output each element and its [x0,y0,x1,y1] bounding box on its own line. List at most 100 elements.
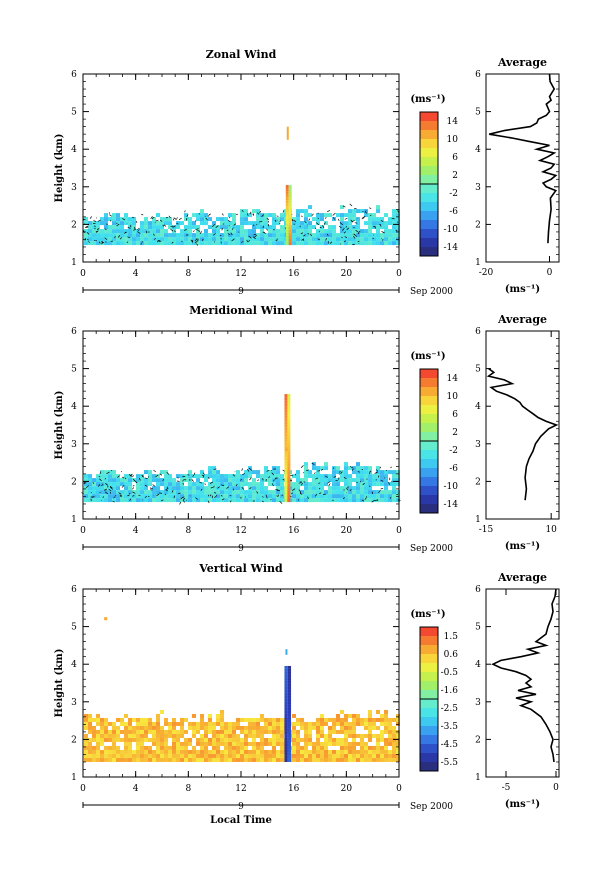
colorbar-segment [420,699,438,709]
colorbar-tick-label: -10 [444,482,459,492]
average-y-tick-label: 1 [475,773,481,783]
colorbar-segment [420,238,438,248]
average-y-tick-label: 1 [475,258,481,268]
colorbar-segment [420,175,438,185]
average-y-tick-label: 3 [475,440,481,450]
colorbar-tick-label: -4.5 [441,740,459,750]
colorbar-segment [420,130,438,140]
x-tick-label: 16 [288,784,300,794]
x-tick-label: 12 [235,784,246,794]
average-title: Average [497,313,547,326]
average-x-tick-label: 0 [547,268,553,278]
panel-title: Vertical Wind [198,562,283,575]
average-y-tick-label: 2 [475,477,481,487]
average-x-tick-label: -5 [502,783,511,793]
colorbar-segment [420,441,438,451]
colorbar-tick-label: 6 [452,153,458,163]
colorbar-tick-label: 2 [452,428,458,438]
colorbar-segment [420,627,438,637]
average-y-tick-label: 5 [475,365,481,375]
average-y-tick-label: 6 [475,327,481,337]
colorbar-tick-label: -1.6 [441,686,459,696]
panel-title: Meridional Wind [189,304,293,317]
average-x-tick-label: 10 [545,525,557,535]
average-profile: Average 1 2 3 4 5 6 -20 0 (ms⁻¹) [475,56,560,295]
x-tick-label: 8 [185,784,191,794]
colorbar-segment [420,762,438,772]
colorbar-unit: (ms⁻¹) [410,94,445,105]
colorbar-tick-label: 10 [447,392,459,402]
colorbar-segment [420,645,438,655]
colorbar-tick-label: -6 [449,464,458,474]
date-label: Sep 2000 [410,544,453,554]
y-tick-label: 2 [71,477,77,487]
colorbar-unit: (ms⁻¹) [410,351,445,362]
colorbar-tick-label: -14 [444,500,459,510]
average-y-tick-label: 2 [475,220,481,230]
x-tick-label: 20 [341,526,353,536]
colorbar-segment [420,112,438,122]
date-label: Sep 2000 [410,802,453,812]
colorbar-tick-label: -3.5 [441,722,459,732]
average-frame [485,588,560,778]
colorbar-segment [420,378,438,388]
y-tick-label: 6 [71,585,77,595]
average-y-tick-label: 5 [475,623,481,633]
x-tick-label: 0 [396,784,402,794]
colorbar: (ms⁻¹) 1.5 0.6 -0.5 -1.6 -2.5 -3.5 -4.5 -5.5 [410,609,458,772]
colorbar-segment [420,193,438,203]
x-tick-label: 12 [235,526,246,536]
y-tick-label: 1 [71,258,77,268]
colorbar-tick-label: -2.5 [441,704,459,714]
y-tick-label: 5 [71,623,77,633]
y-tick-label: 3 [71,698,77,708]
colorbar-tick-label: 14 [447,117,459,127]
y-tick-label: 2 [71,735,77,745]
average-x-tick-label: 0 [553,783,559,793]
colorbar-segment [420,486,438,496]
average-x-label: (ms⁻¹) [505,284,540,295]
x-tick-label: 0 [80,784,86,794]
average-profile: Average 1 2 3 4 5 6 -5 0 (ms⁻¹) [475,571,560,810]
colorbar-segment [420,636,438,646]
colorbar-segment [420,735,438,745]
average-profile-line [486,367,559,501]
colorbar-segment [420,654,438,664]
colorbar-segment [420,468,438,478]
colorbar-tick-label: 0.6 [444,650,459,660]
average-profile: Average 1 2 3 4 5 6 -15 10 (ms⁻¹) [475,313,560,552]
colorbar-tick-label: -10 [444,225,459,235]
x-tick-label: 16 [288,269,300,279]
colorbar-segment [420,744,438,754]
x-tick-label: 20 [341,784,353,794]
colorbar-segment [420,432,438,442]
colorbar-segment [420,202,438,212]
colorbar-segment [420,387,438,397]
colorbar: (ms⁻¹) 14 10 6 2 -2 -6 -10 -14 [410,351,458,514]
colorbar-tick-label: 14 [447,374,459,384]
average-frame [485,73,560,263]
average-profile-line [491,588,557,763]
date-day-label: 9 [238,287,244,297]
x-axis-label: Local Time [210,815,272,826]
colorbar-segment [420,459,438,469]
colorbar-segment [420,450,438,460]
colorbar-segment [420,717,438,727]
colorbar-tick-label: 2 [452,171,458,181]
x-tick-label: 20 [341,269,353,279]
colorbar-tick-label: 6 [452,410,458,420]
y-axis-label: Height (km) [54,134,65,203]
colorbar-segment [420,166,438,176]
colorbar-segment [420,184,438,194]
colorbar-segment [420,247,438,257]
colorbar-segment [420,672,438,682]
x-tick-label: 0 [396,526,402,536]
colorbar-segment [420,405,438,415]
colorbar-segment [420,753,438,763]
colorbar-unit: (ms⁻¹) [410,609,445,620]
colorbar-segment [420,681,438,691]
